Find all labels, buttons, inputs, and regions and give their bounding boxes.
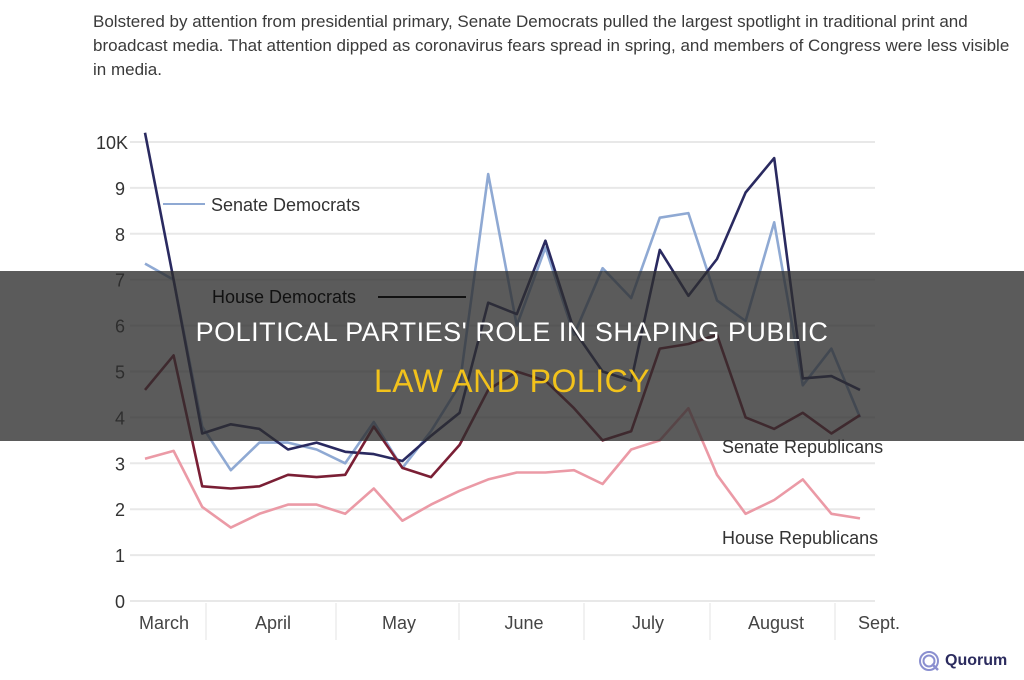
x-tick-label: March [139,613,189,633]
overlay-title-line1: POLITICAL PARTIES' ROLE IN SHAPING PUBLI… [195,317,829,347]
y-tick-label: 3 [115,454,125,474]
series-line-house-republicans [144,406,861,529]
quorum-logo: Quorum [918,650,1007,672]
y-tick-label: 8 [115,225,125,245]
x-tick-label: June [504,613,543,633]
y-tick-label: 9 [115,179,125,199]
x-tick-label: August [748,613,804,633]
series-labels: Senate Democrats Senate Republicans Hous… [163,195,883,548]
label-senate-democrats: Senate Democrats [211,195,360,215]
chart-description: Bolstered by attention from presidential… [93,12,1010,79]
label-house-republicans: House Republicans [722,528,878,548]
x-tick-label: Sept. [858,613,900,633]
x-tick-label: April [255,613,291,633]
y-tick-label: 10K [96,133,128,153]
x-tick-label: May [382,613,416,633]
overlay-title-line2: LAW AND POLICY [373,363,651,399]
y-tick-label: 0 [115,592,125,612]
x-axis-ticks: March April May June July August Sept. [139,603,900,640]
x-tick-label: July [632,613,664,633]
quorum-logo-text: Quorum [945,652,1008,669]
title-overlay: POLITICAL PARTIES' ROLE IN SHAPING PUBLI… [0,271,1024,441]
y-tick-label: 2 [115,500,125,520]
label-senate-republicans: Senate Republicans [722,437,883,457]
y-tick-label: 1 [115,546,125,566]
quorum-logo-icon [919,651,939,671]
